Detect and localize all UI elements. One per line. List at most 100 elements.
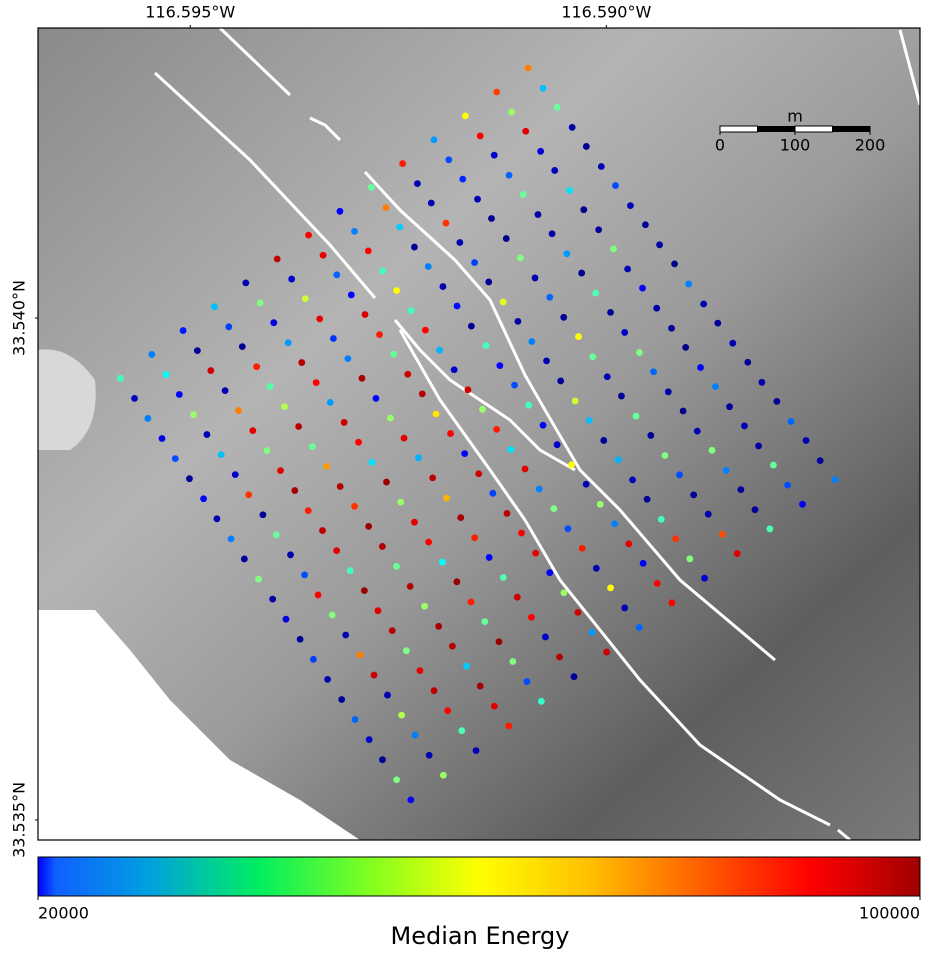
survey-point [411,244,418,251]
survey-point [639,285,646,292]
survey-point [729,340,736,347]
survey-point [773,398,780,405]
survey-point [665,388,672,395]
survey-point [504,510,511,517]
survey-point [283,616,290,623]
survey-point [393,776,400,783]
survey-point [551,167,558,174]
survey-point [515,318,522,325]
survey-point [341,419,348,426]
survey-point [554,104,561,111]
survey-point [421,603,428,610]
scale-tick-label: 0 [715,136,725,155]
survey-point [267,383,274,390]
survey-point [817,457,824,464]
survey-point [474,196,481,203]
survey-point [832,476,839,483]
survey-point [592,290,599,297]
survey-point [507,446,514,453]
survey-point [316,315,323,322]
survey-point [604,373,611,380]
y-tick-label: 33.540°N [10,280,29,356]
survey-point [433,411,440,418]
survey-point [690,491,697,498]
survey-point [479,406,486,413]
survey-point [528,614,535,621]
survey-point [465,386,472,393]
survey-point [642,221,649,228]
survey-point [249,427,256,434]
survey-point [309,443,316,450]
survey-point [654,580,661,587]
survey-point [759,379,766,386]
survey-point [291,487,298,494]
survey-point [658,516,665,523]
survey-point [337,208,344,215]
survey-point [436,347,443,354]
survey-point [327,399,334,406]
survey-point [387,415,394,422]
survey-point [532,550,539,557]
survey-point [514,594,521,601]
survey-point [481,618,488,625]
survey-point [538,698,545,705]
survey-point [583,481,590,488]
survey-point [610,245,617,252]
survey-point [330,335,337,342]
survey-point [566,187,573,194]
survey-point [411,519,418,526]
colorbar-label: Median Energy [391,922,570,950]
survey-point [393,287,400,294]
survey-point [180,327,187,334]
survey-point [440,772,447,779]
survey-point [549,230,556,237]
survey-point [723,467,730,474]
survey-point [496,362,503,369]
survey-point [319,527,326,534]
scale-tick-label: 200 [855,136,886,155]
survey-point [532,275,539,282]
survey-point [524,678,531,685]
survey-point [636,624,643,631]
survey-point [352,716,359,723]
survey-point [253,363,260,370]
survey-point [726,403,733,410]
survey-point [457,514,464,521]
survey-point [435,623,442,630]
survey-point [242,279,249,286]
survey-point [647,432,654,439]
survey-point [709,447,716,454]
survey-point [525,65,532,72]
survey-point [506,172,513,179]
survey-point [737,486,744,493]
survey-point [580,206,587,213]
survey-point [159,435,166,442]
survey-point [273,531,280,538]
survey-point [486,554,493,561]
survey-point [333,271,340,278]
survey-point [734,550,741,557]
survey-point [342,632,349,639]
survey-point [285,339,292,346]
survey-point [368,184,375,191]
survey-point [225,323,232,330]
survey-point [788,418,795,425]
survey-point [543,357,550,364]
survey-point [468,598,475,605]
survey-point [540,422,547,429]
survey-point [537,148,544,155]
survey-point [298,359,305,366]
survey-point [376,331,383,338]
survey-point [274,256,281,263]
survey-point [213,515,220,522]
survey-point [589,629,596,636]
scale-tick-label: 100 [780,136,811,155]
survey-point [799,501,806,508]
survey-point [517,254,524,261]
survey-point [488,215,495,222]
survey-point [383,479,390,486]
survey-point [412,732,419,739]
survey-point [288,276,295,283]
survey-point [365,248,372,255]
survey-point [575,333,582,340]
